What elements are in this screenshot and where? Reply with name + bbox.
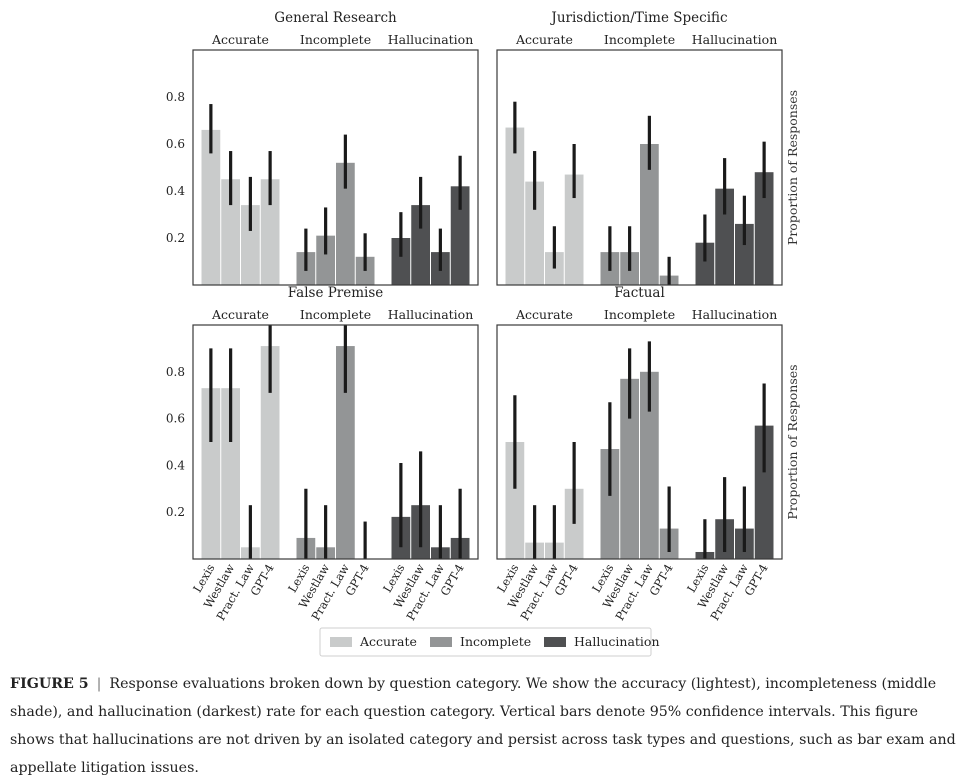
- group-label-accurate: Accurate: [211, 307, 269, 322]
- group-label-incomplete: Incomplete: [604, 307, 675, 322]
- bar-incomplete-westlaw: [620, 378, 639, 559]
- panel-title-factual: Factual: [614, 285, 665, 301]
- figure-caption: FIGURE 5 | Response evaluations broken dow…: [10, 670, 960, 782]
- panel-frame: [496, 49, 783, 286]
- bar-accurate-westlaw: [221, 388, 240, 559]
- bar-incomplete-lexis: [600, 449, 620, 559]
- y-tick-label: 0.6: [166, 137, 185, 151]
- bar-hallucination-lexis: [391, 238, 411, 285]
- caption-label: FIGURE 5: [10, 676, 89, 692]
- bar-hallucination-gpt-4: [754, 172, 774, 285]
- legend-label-incomplete: Incomplete: [460, 634, 531, 649]
- group-label-incomplete: Incomplete: [300, 32, 371, 47]
- bar-accurate-lexis: [505, 442, 525, 559]
- bar-hallucination-lexis: [695, 242, 715, 285]
- bar-incomplete-pract-law: [336, 346, 355, 559]
- legend-label-accurate: Accurate: [359, 634, 417, 649]
- y-tick-label: 0.2: [166, 231, 185, 245]
- y-tick-label: 0.4: [166, 184, 185, 198]
- panel-title-false-premise: False Premise: [288, 285, 384, 301]
- y-tick-label: 0.8: [166, 90, 185, 104]
- bar-incomplete-pract-law: [640, 371, 659, 559]
- y-axis-label: Proportion of Responses: [785, 90, 800, 245]
- group-label-incomplete: Incomplete: [300, 307, 371, 322]
- bar-incomplete-pract-law: [336, 162, 355, 285]
- group-label-hallucination: Hallucination: [692, 32, 778, 47]
- bar-hallucination-westlaw: [411, 205, 430, 285]
- bar-accurate-westlaw: [525, 181, 544, 285]
- panel-title-general-research: General Research: [274, 10, 397, 26]
- legend-label-hallucination: Hallucination: [574, 634, 660, 649]
- y-tick-label: 0.4: [166, 458, 185, 472]
- bar-accurate-lexis: [201, 388, 221, 559]
- bar-hallucination-gpt-4: [754, 425, 774, 559]
- legend-swatch-incomplete: [430, 637, 452, 647]
- bar-hallucination-westlaw: [715, 188, 734, 285]
- bar-accurate-lexis: [505, 127, 525, 285]
- panel-frame: [496, 324, 783, 560]
- legend-swatch-hallucination: [544, 637, 566, 647]
- figure-5-chart: General Research Accurate Incomplete Halluc…: [166, 10, 800, 657]
- legend-box: [319, 627, 652, 657]
- caption-separator: |: [96, 676, 102, 692]
- group-label-hallucination: Hallucination: [692, 307, 778, 322]
- y-tick-label: 0.6: [166, 412, 185, 426]
- bar-accurate-lexis: [201, 129, 221, 285]
- panel-frame: [192, 49, 479, 286]
- bar-incomplete-westlaw: [316, 235, 335, 285]
- group-label-hallucination: Hallucination: [388, 32, 474, 47]
- panel-title-jurisdiction-time-specific: Jurisdiction/Time Specific: [549, 10, 727, 26]
- y-axis-label: Proportion of Responses: [785, 364, 800, 519]
- bar-accurate-westlaw: [221, 179, 240, 285]
- bar-hallucination-gpt-4: [450, 186, 470, 285]
- group-label-incomplete: Incomplete: [604, 32, 675, 47]
- bar-accurate-pract-law: [241, 205, 260, 285]
- group-label-hallucination: Hallucination: [388, 307, 474, 322]
- bar-hallucination-pract-law: [735, 223, 754, 285]
- group-label-accurate: Accurate: [211, 32, 269, 47]
- bar-incomplete-pract-law: [640, 144, 659, 285]
- bar-accurate-gpt-4: [260, 179, 280, 285]
- group-label-accurate: Accurate: [515, 307, 573, 322]
- y-tick-label: 0.8: [166, 365, 185, 379]
- caption-text: Response evaluations broken down by ques…: [10, 676, 956, 776]
- bar-accurate-gpt-4: [564, 174, 584, 285]
- panel-frame: [192, 324, 479, 560]
- y-tick-label: 0.2: [166, 505, 185, 519]
- legend-swatch-accurate: [330, 637, 352, 647]
- group-label-accurate: Accurate: [515, 32, 573, 47]
- bar-accurate-gpt-4: [260, 346, 280, 559]
